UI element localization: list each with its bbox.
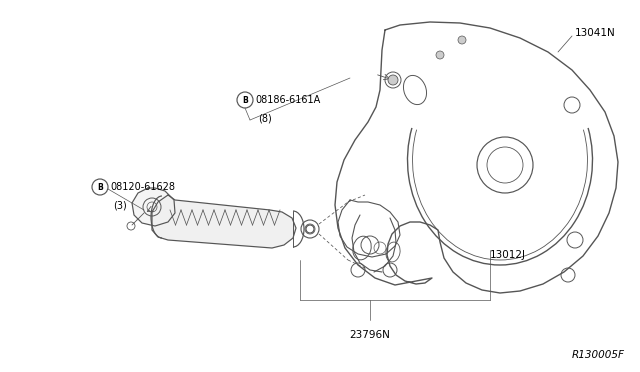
Circle shape	[388, 75, 398, 85]
Text: 13012J: 13012J	[490, 250, 526, 260]
Text: 23796N: 23796N	[349, 330, 390, 340]
Polygon shape	[152, 195, 296, 248]
Text: 08120-61628: 08120-61628	[110, 182, 175, 192]
Text: B: B	[97, 183, 103, 192]
Text: (8): (8)	[258, 113, 272, 123]
Text: R130005F: R130005F	[572, 350, 625, 360]
Text: 08186-6161A: 08186-6161A	[255, 95, 320, 105]
Polygon shape	[132, 188, 175, 226]
Text: (3): (3)	[113, 200, 127, 210]
Circle shape	[436, 51, 444, 59]
Text: 13041N: 13041N	[575, 28, 616, 38]
Text: B: B	[242, 96, 248, 105]
Circle shape	[306, 225, 314, 233]
Circle shape	[458, 36, 466, 44]
